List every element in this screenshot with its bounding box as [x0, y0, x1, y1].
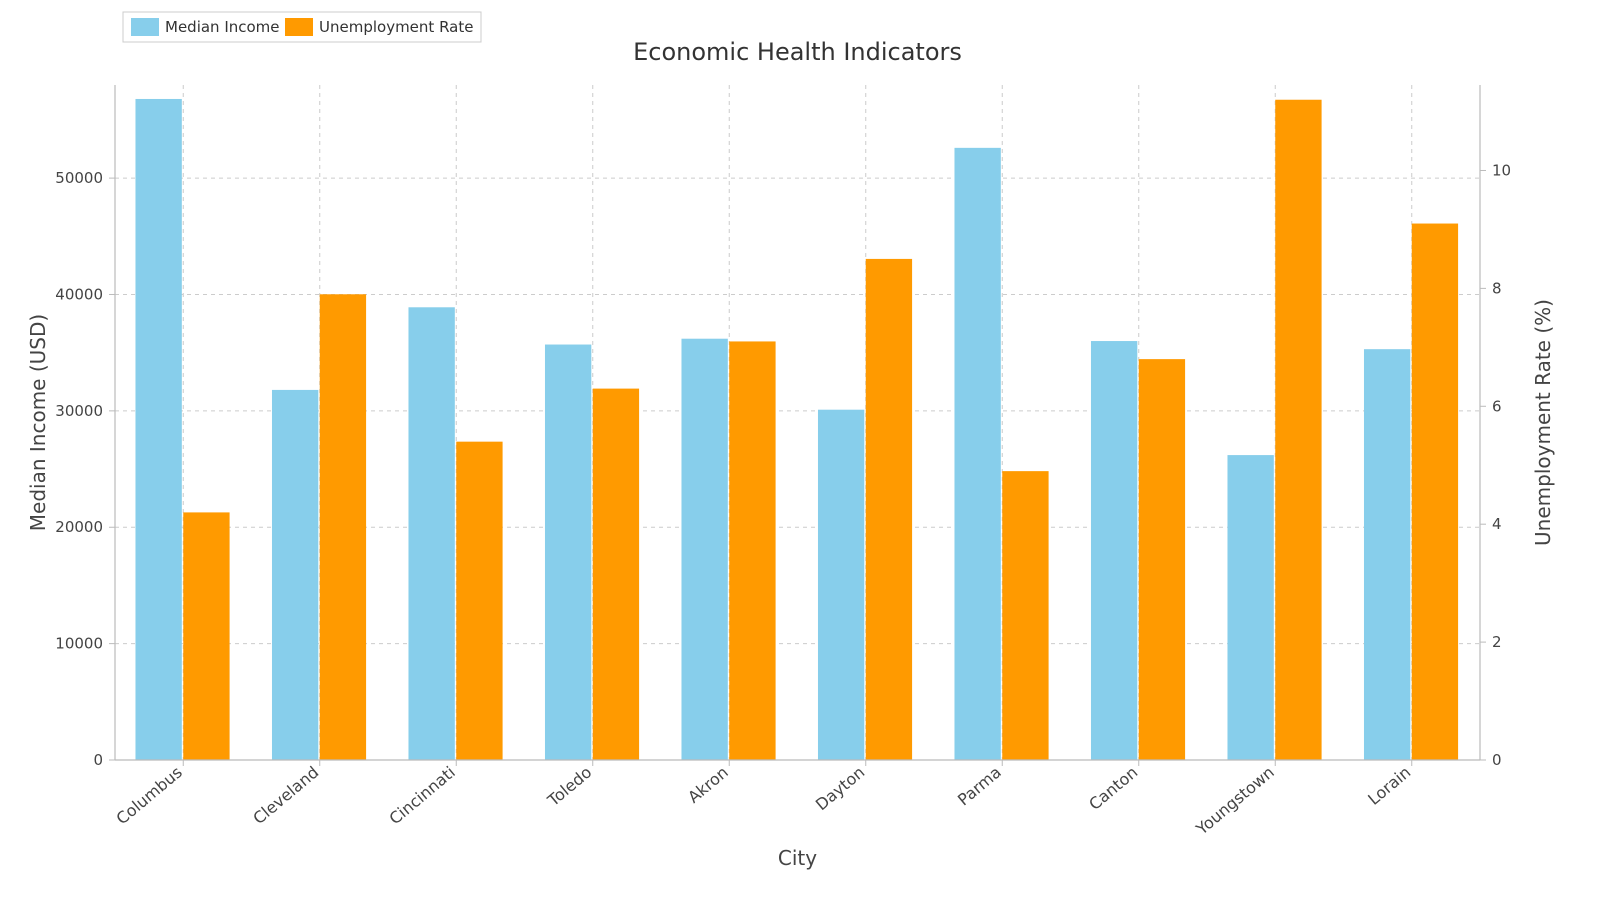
bar-median-income [1364, 349, 1410, 760]
y2-tick-label: 6 [1492, 397, 1502, 415]
y1-tick-label: 0 [93, 751, 103, 769]
y2-tick-label: 2 [1492, 633, 1502, 651]
bar-median-income [1091, 341, 1137, 760]
y1-tick-label: 40000 [55, 285, 103, 303]
bar-unemployment-rate [1002, 471, 1048, 760]
bar-median-income [272, 390, 318, 760]
chart-svg: 010000200003000040000500000246810Columbu… [0, 0, 1600, 906]
legend-label: Median Income [165, 18, 280, 36]
legend-swatch [131, 18, 159, 36]
bar-unemployment-rate [1139, 359, 1185, 760]
y1-axis-label: Median Income (USD) [26, 314, 50, 531]
y2-tick-label: 10 [1492, 161, 1511, 179]
y1-tick-label: 20000 [55, 518, 103, 536]
y2-axis-label: Unemployment Rate (%) [1531, 299, 1555, 546]
bar-median-income [954, 148, 1000, 760]
y2-tick-label: 4 [1492, 515, 1502, 533]
bar-median-income [408, 307, 454, 760]
chart-container: 010000200003000040000500000246810Columbu… [0, 0, 1600, 906]
bar-unemployment-rate [1275, 100, 1321, 760]
bar-unemployment-rate [1412, 224, 1458, 760]
chart-title: Economic Health Indicators [633, 38, 962, 66]
legend-swatch [285, 18, 313, 36]
chart-bg [0, 0, 1600, 906]
legend-label: Unemployment Rate [319, 18, 473, 36]
legend: Median Income Unemployment Rate [123, 12, 481, 42]
bar-unemployment-rate [456, 442, 502, 760]
bar-unemployment-rate [729, 341, 775, 760]
bar-median-income [1227, 455, 1273, 760]
bar-median-income [545, 345, 591, 760]
bar-unemployment-rate [183, 512, 229, 760]
bar-median-income [135, 99, 181, 760]
bar-median-income [818, 410, 864, 760]
x-axis-label: City [778, 846, 817, 870]
y2-tick-label: 8 [1492, 279, 1502, 297]
bar-unemployment-rate [320, 294, 366, 760]
y1-tick-label: 50000 [55, 169, 103, 187]
bar-median-income [681, 339, 727, 760]
y1-tick-label: 30000 [55, 402, 103, 420]
bar-unemployment-rate [593, 389, 639, 760]
bar-unemployment-rate [866, 259, 912, 760]
y2-tick-label: 0 [1492, 751, 1502, 769]
y1-tick-label: 10000 [55, 635, 103, 653]
